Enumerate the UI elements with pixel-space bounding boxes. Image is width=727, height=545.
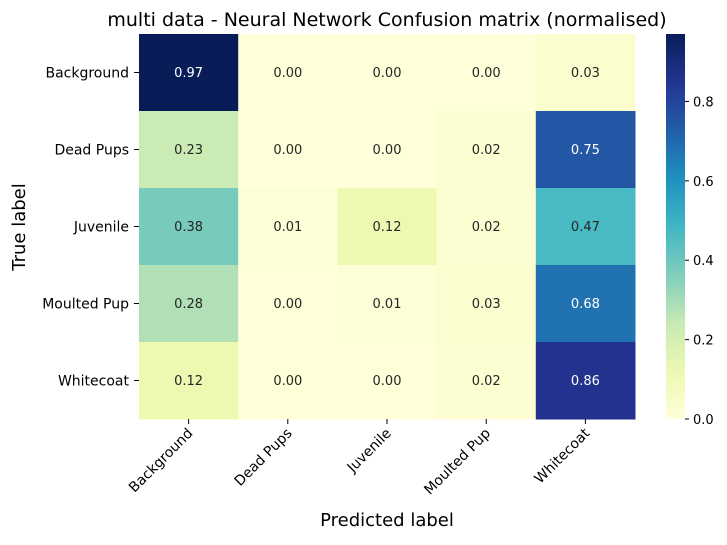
cell-r3-c2	[337, 265, 438, 343]
x-tick-label-1: Dead Pups	[232, 426, 296, 490]
x-tick-label-3: Moulted Pup	[421, 425, 494, 498]
cell-label-r1-c3: 0.02	[472, 143, 501, 158]
cell-r2-c2	[337, 188, 438, 266]
cell-r3-c1	[238, 265, 338, 343]
cell-r1-c4	[535, 111, 636, 189]
cell-label-r0-c4: 0.03	[571, 66, 600, 81]
cell-label-r2-c3: 0.02	[472, 220, 501, 235]
cell-label-r4-c3: 0.02	[472, 374, 501, 389]
x-tick-label-4: Whitecoat	[532, 425, 594, 487]
cell-label-r0-c3: 0.00	[472, 66, 501, 81]
cell-label-r0-c1: 0.00	[273, 66, 302, 81]
cell-r0-c1	[238, 34, 338, 112]
cell-label-r3-c1: 0.00	[273, 297, 302, 312]
cell-r1-c0	[139, 111, 239, 189]
cell-r4-c2	[337, 342, 438, 420]
cell-r1-c3	[436, 111, 537, 189]
cell-label-r3-c0: 0.28	[174, 297, 203, 312]
cell-r0-c4	[535, 34, 636, 112]
cell-r2-c4	[535, 188, 636, 266]
cell-label-r3-c3: 0.03	[472, 297, 501, 312]
colorbar-gradient	[666, 34, 685, 419]
y-tick-label-1: Dead Pups	[54, 143, 129, 159]
cell-label-r0-c2: 0.00	[373, 66, 402, 81]
cell-label-r2-c1: 0.01	[273, 220, 302, 235]
y-tick-label-4: Whitecoat	[58, 374, 130, 390]
colorbar-tick-label-4: 0.8	[693, 95, 714, 110]
x-tick-label-0: Background	[126, 426, 196, 496]
x-axis-ticks: Background Dead Pups Juvenile Moulted Pup Wh…	[126, 419, 594, 498]
cell-r4-c0	[139, 342, 239, 420]
cell-label-r1-c2: 0.00	[373, 143, 402, 158]
cell-r0-c2	[337, 34, 438, 112]
cell-r2-c1	[238, 188, 338, 266]
heatmap-cells	[139, 34, 636, 420]
cell-r3-c3	[436, 265, 537, 343]
cell-label-r0-c0: 0.97	[174, 66, 203, 81]
y-tick-label-3: Moulted Pup	[42, 297, 129, 313]
cell-r4-c3	[436, 342, 537, 420]
cell-label-r2-c2: 0.12	[373, 220, 402, 235]
cell-r1-c2	[337, 111, 438, 189]
x-tick-label-2: Juvenile	[344, 426, 395, 477]
colorbar-tick-label-3: 0.6	[693, 175, 714, 190]
colorbar-tick-label-0: 0.0	[693, 413, 714, 428]
colorbar: 0.0 0.2 0.4 0.6 0.8	[666, 34, 714, 428]
cell-label-r4-c2: 0.00	[373, 374, 402, 389]
cell-label-r3-c2: 0.01	[373, 297, 402, 312]
cell-label-r4-c0: 0.12	[174, 374, 203, 389]
cell-label-r1-c4: 0.75	[571, 143, 600, 158]
y-tick-label-2: Juvenile	[73, 220, 129, 236]
y-axis-ticks: Background Dead Pups Juvenile Moulted Pup Wh…	[42, 66, 139, 390]
y-axis-label: True label	[9, 183, 30, 272]
cell-label-r2-c4: 0.47	[571, 220, 600, 235]
cell-r1-c1	[238, 111, 338, 189]
cell-r3-c4	[535, 265, 636, 343]
cell-r2-c0	[139, 188, 239, 266]
chart-title: multi data - Neural Network Confusion ma…	[107, 9, 666, 31]
cell-label-r3-c4: 0.68	[571, 297, 600, 312]
cell-label-r4-c1: 0.00	[273, 374, 302, 389]
cell-r0-c0	[139, 34, 239, 112]
cell-label-r4-c4: 0.86	[571, 374, 600, 389]
cell-r2-c3	[436, 188, 537, 266]
cell-label-r1-c1: 0.00	[273, 143, 302, 158]
colorbar-tick-label-2: 0.4	[693, 254, 714, 269]
cell-r4-c1	[238, 342, 338, 420]
colorbar-tick-label-1: 0.2	[693, 334, 714, 349]
cell-r0-c3	[436, 34, 537, 112]
cell-r4-c4	[535, 342, 636, 420]
cell-label-r2-c0: 0.38	[174, 220, 203, 235]
y-tick-label-0: Background	[45, 66, 129, 82]
cell-r3-c0	[139, 265, 239, 343]
heatmap-cell-labels: 0.97 0.00 0.00 0.00 0.03 0.23 0.00 0.00 0.02 0.75…	[174, 66, 600, 389]
cell-label-r1-c0: 0.23	[174, 143, 203, 158]
x-axis-label: Predicted label	[320, 510, 454, 531]
